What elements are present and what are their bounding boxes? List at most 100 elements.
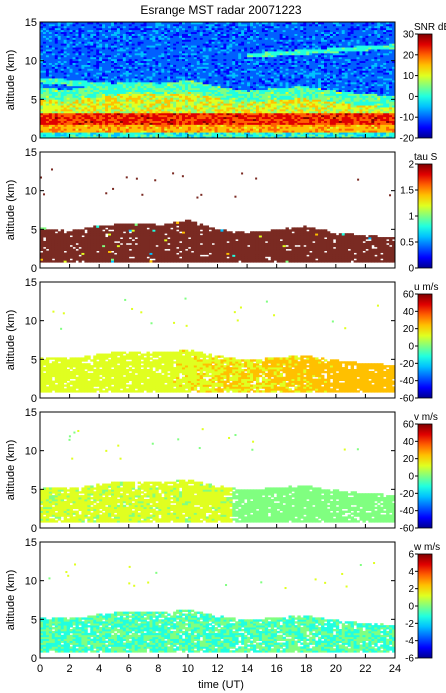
heatmap-cell <box>113 101 118 104</box>
heatmap-cell <box>96 83 100 87</box>
heatmap-cell <box>45 112 50 116</box>
heatmap-cell <box>72 114 76 118</box>
heatmap-cell <box>78 27 82 31</box>
heatmap-cell <box>66 39 70 42</box>
heatmap-cell <box>220 72 224 75</box>
heatmap-cell <box>42 93 47 96</box>
heatmap-cell <box>193 35 198 38</box>
heatmap-cell <box>226 47 230 50</box>
heatmap-cell <box>137 128 141 131</box>
heatmap-cell <box>196 99 201 102</box>
heatmap-cell <box>161 23 165 27</box>
heatmap-cell <box>170 45 174 48</box>
heatmap-cell <box>128 78 133 81</box>
heatmap-cell <box>170 112 174 116</box>
heatmap-cell <box>250 43 254 46</box>
heatmap-cell <box>208 47 212 50</box>
heatmap-cell <box>152 54 156 58</box>
heatmap-cell <box>226 60 230 63</box>
heatmap-cell <box>113 80 118 83</box>
heatmap-cell <box>238 60 242 63</box>
heatmap-cell <box>223 35 227 38</box>
heatmap-cell <box>250 58 254 62</box>
heatmap-cell <box>72 87 76 91</box>
heatmap-cell <box>116 56 121 60</box>
heatmap-cell <box>99 27 103 31</box>
heatmap-cell <box>176 41 180 44</box>
heatmap-cell <box>232 81 236 85</box>
heatmap-cell <box>158 120 162 123</box>
heatmap-cell <box>250 87 254 91</box>
heatmap-cell <box>143 37 147 40</box>
heatmap-cell <box>122 29 127 33</box>
heatmap-cell <box>214 66 218 69</box>
heatmap-cell <box>158 60 162 63</box>
heatmap-cell <box>235 112 239 116</box>
heatmap-cell <box>187 112 192 116</box>
heatmap-cell <box>51 118 56 121</box>
heatmap-cell <box>119 23 124 27</box>
heatmap-cell <box>214 68 218 71</box>
heatmap-cell <box>229 103 233 106</box>
heatmap-cell <box>241 29 245 33</box>
heatmap-cell <box>140 68 144 71</box>
heatmap-cell <box>45 87 50 91</box>
heatmap-cell <box>161 122 165 125</box>
heatmap-cell <box>211 35 215 38</box>
heatmap-cell <box>87 62 91 65</box>
heatmap-cell <box>202 60 207 63</box>
heatmap-cell <box>170 103 174 106</box>
heatmap-cell <box>176 136 180 139</box>
heatmap-cell <box>84 81 88 85</box>
heatmap-cell <box>241 134 245 137</box>
heatmap-cell <box>78 81 82 85</box>
heatmap-cell <box>161 74 165 77</box>
heatmap-cell <box>149 27 153 31</box>
heatmap-cell <box>187 56 192 60</box>
heatmap-cell <box>72 93 76 96</box>
heatmap-cell <box>196 118 201 121</box>
heatmap-cell <box>211 112 215 116</box>
heatmap-cell <box>63 136 68 139</box>
heatmap-cell <box>140 134 144 137</box>
heatmap-cell <box>208 29 212 33</box>
heatmap-cell <box>182 66 186 69</box>
heatmap-cell <box>155 35 159 38</box>
heatmap-cell <box>247 35 251 38</box>
heatmap-cell <box>152 22 156 25</box>
heatmap-cell <box>87 124 91 127</box>
heatmap-cell <box>158 109 162 112</box>
heatmap-cell <box>155 120 159 123</box>
heatmap-cell <box>250 41 254 44</box>
heatmap-cell <box>170 109 174 112</box>
heatmap-cell <box>158 80 162 83</box>
heatmap-cell <box>140 103 144 106</box>
heatmap-cell <box>217 51 221 54</box>
heatmap-cell <box>232 58 236 62</box>
heatmap-cell <box>111 47 115 50</box>
heatmap-cell <box>255 72 260 75</box>
heatmap-cell <box>202 126 207 129</box>
heatmap-cell <box>170 99 174 102</box>
heatmap-cell <box>217 132 221 135</box>
heatmap-cell <box>244 99 248 102</box>
heatmap-cell <box>81 62 85 65</box>
heatmap-cell <box>42 99 47 102</box>
heatmap-cell <box>244 64 248 67</box>
heatmap-cell <box>247 136 251 139</box>
heatmap-cell <box>137 130 141 133</box>
heatmap-cell <box>78 64 82 67</box>
heatmap-cell <box>96 37 100 40</box>
heatmap-cell <box>223 83 227 87</box>
heatmap-cell <box>250 47 254 50</box>
heatmap-cell <box>193 54 198 58</box>
heatmap-cell <box>193 43 198 46</box>
heatmap-cell <box>60 51 65 54</box>
heatmap-cell <box>149 101 153 104</box>
heatmap-cell <box>40 101 44 104</box>
heatmap-cell <box>193 95 198 98</box>
heatmap-cell <box>226 27 230 31</box>
heatmap-cell <box>84 41 88 44</box>
heatmap-cell <box>211 78 215 81</box>
heatmap-cell <box>111 114 115 118</box>
